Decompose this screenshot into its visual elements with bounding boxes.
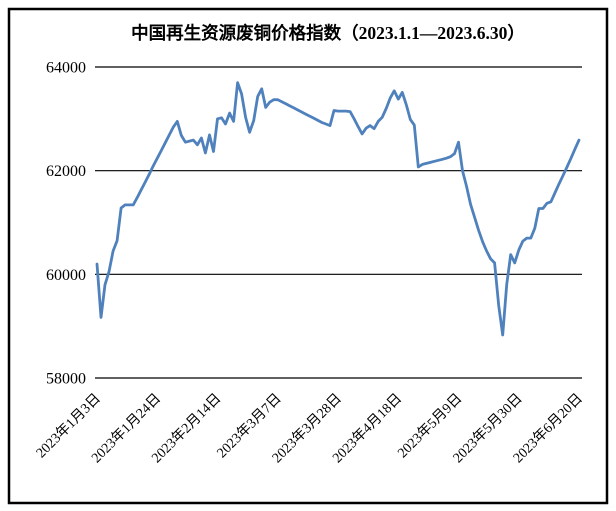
- x-tick-labels: 2023年1月3日2023年1月24日2023年2月14日2023年3月7日20…: [33, 391, 586, 467]
- price-line: [95, 81, 581, 337]
- y-tick-label: 60000: [46, 267, 86, 284]
- y-tick-label: 62000: [46, 163, 86, 180]
- y-tick-label: 64000: [46, 60, 86, 77]
- y-tick-labels: 64000 62000 60000 58000: [46, 60, 86, 388]
- figure-border: [7, 7, 609, 505]
- y-tick-label: 58000: [46, 371, 86, 388]
- chart-title: 中国再生资源废铜价格指数（2023.1.1—2023.6.30）: [131, 23, 525, 43]
- gridlines: [95, 66, 582, 379]
